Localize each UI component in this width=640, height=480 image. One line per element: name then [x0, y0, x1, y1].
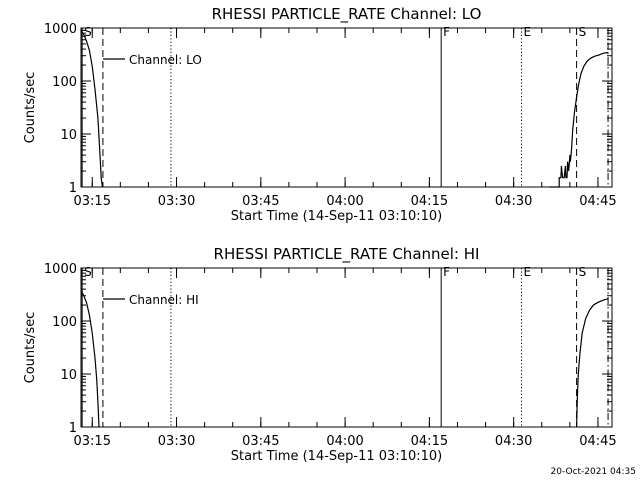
panel-2-series-line [80, 290, 100, 428]
panel-1-x-tick-label: 03:15 [74, 194, 111, 209]
panel-1-legend-label: Channel: LO [129, 53, 202, 67]
panel-2-x-tick-label: 03:30 [158, 434, 195, 449]
panel-2-x-axis-label: Start Time (14-Sep-11 03:10:10) [231, 449, 442, 464]
panel-2-legend-label: Channel: HI [129, 293, 199, 307]
panel-1-y-tick-label: 1000 [44, 22, 77, 37]
panel-1-y-tick-label: 10 [60, 128, 77, 143]
panel-2-y-tick-label: 1000 [44, 262, 77, 277]
panel-2-x-tick-label: 04:30 [495, 434, 532, 449]
panel-1-title: RHESSI PARTICLE_RATE Channel: LO [212, 5, 482, 24]
panel-1-y-axis-label: Counts/sec [23, 72, 38, 144]
panel-1-x-tick-label: 04:45 [579, 194, 616, 209]
panel-1-series-line [549, 51, 609, 188]
panel-2-y-tick-label: 10 [60, 368, 77, 383]
panel-2-title: RHESSI PARTICLE_RATE Channel: HI [214, 245, 480, 264]
panel-2-axis-frame [80, 267, 613, 428]
panel-2-marker-label: S [579, 265, 587, 279]
panel-2-x-tick-label: 04:00 [326, 434, 363, 449]
panel-2-y-tick-label: 1 [69, 421, 77, 436]
panel-2-x-tick-label: 04:15 [411, 434, 448, 449]
panel-1-series-line [80, 30, 103, 188]
panel-2-x-tick-label: 04:45 [579, 434, 616, 449]
panel-1-x-axis-label: Start Time (14-Sep-11 03:10:10) [231, 209, 442, 224]
panel-1-y-tick-label: 1 [69, 181, 77, 196]
panel-2-x-tick-label: 03:45 [242, 434, 279, 449]
panel-1-marker-label: S [579, 25, 587, 39]
panel-1-x-tick-label: 04:00 [326, 194, 363, 209]
panel-2-y-tick-label: 100 [52, 315, 77, 330]
panel-1-x-tick-label: 04:30 [495, 194, 532, 209]
panel-1-axis-frame [80, 27, 613, 188]
panel-1-x-tick-label: 03:45 [242, 194, 279, 209]
panel-1-marker-label: E [524, 25, 532, 39]
panel-2-marker-label: E [524, 265, 532, 279]
panel-2-marker-label: F [443, 265, 450, 279]
panel-1-x-tick-label: 04:15 [411, 194, 448, 209]
panel-2-x-tick-label: 03:15 [74, 434, 111, 449]
panel-1-x-tick-label: 03:30 [158, 194, 195, 209]
panel-2-series-line [576, 298, 609, 428]
panel-1-marker-label: F [443, 25, 450, 39]
panel-2-marker-label: S [84, 265, 92, 279]
panel-1-marker-label: S [84, 25, 92, 39]
footer-timestamp: 20-Oct-2021 04:35 [551, 467, 636, 477]
panel-2-y-axis-label: Counts/sec [23, 312, 38, 384]
panel-1-y-tick-label: 100 [52, 75, 77, 90]
